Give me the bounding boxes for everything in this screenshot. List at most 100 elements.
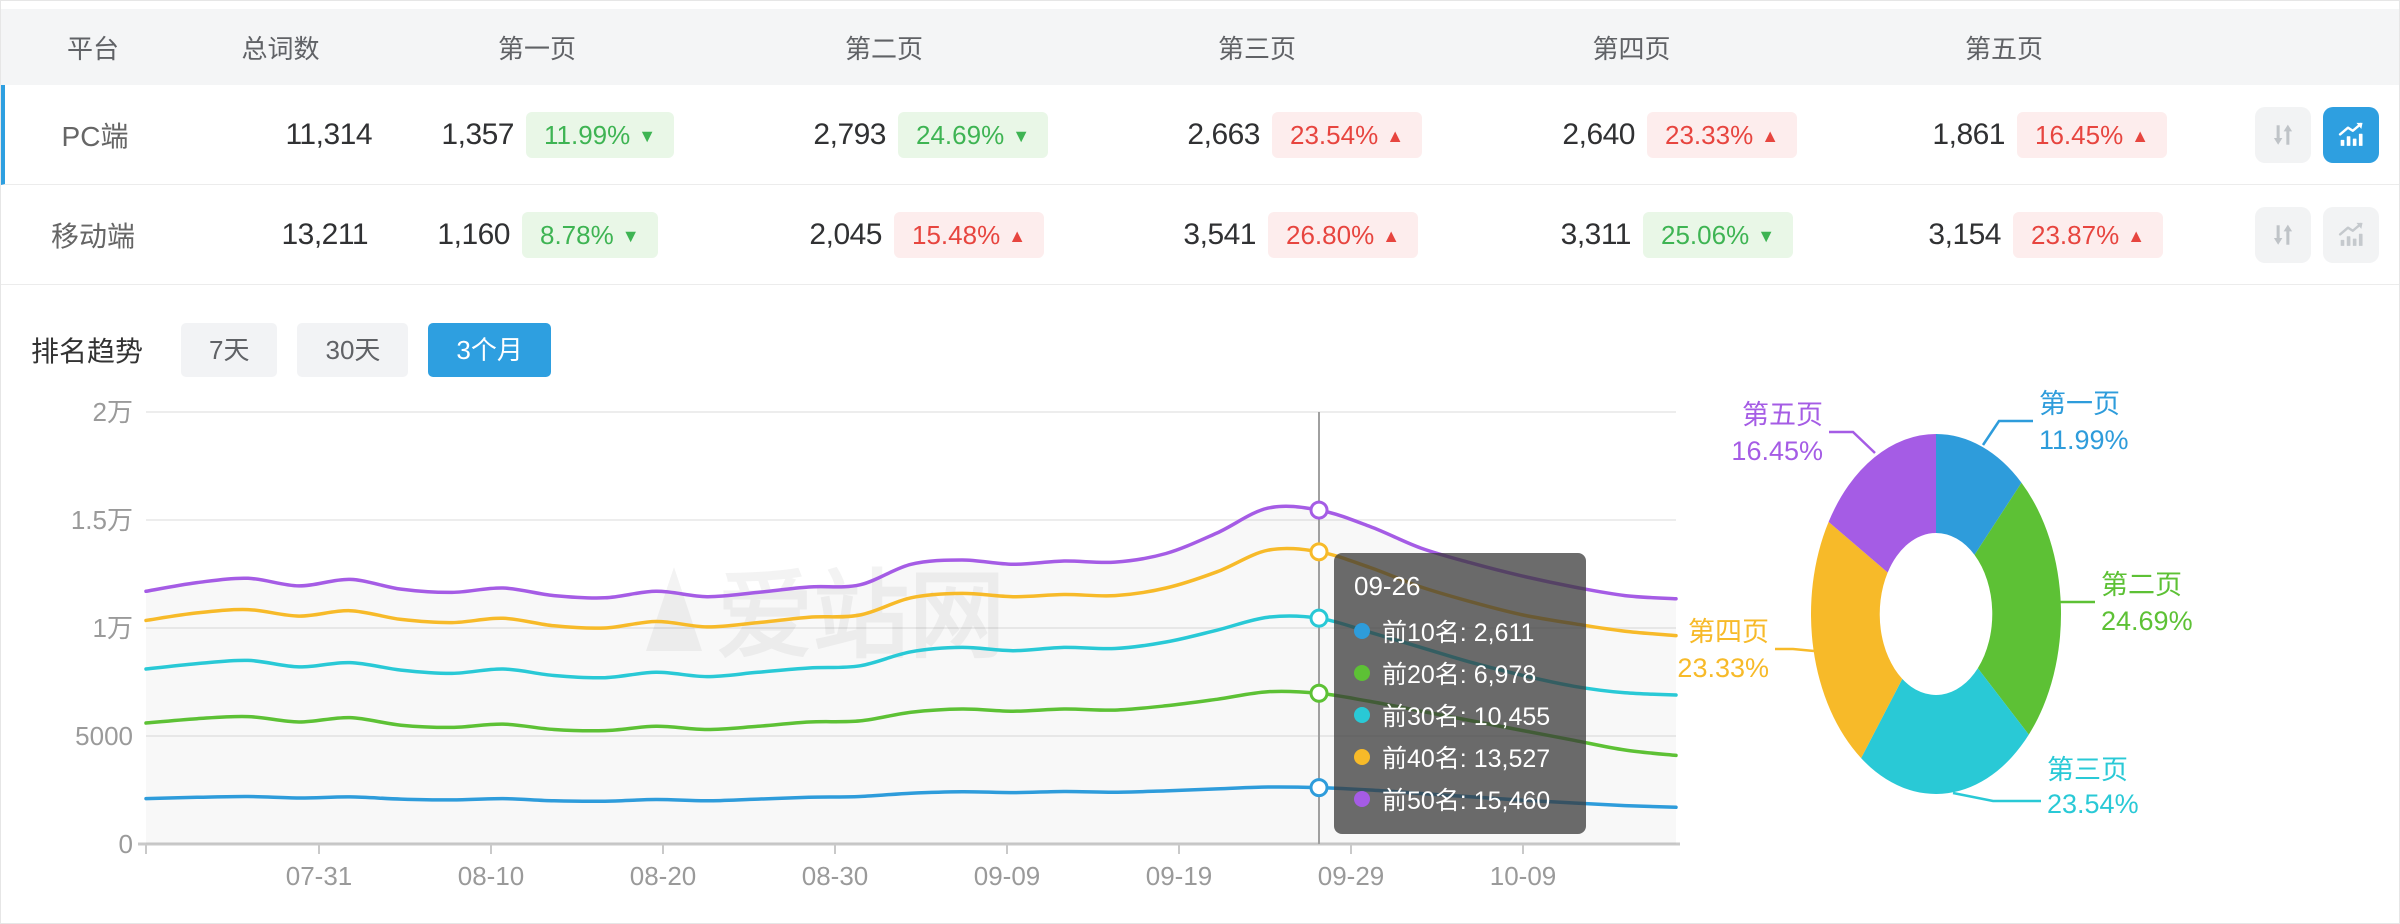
page1-change-cell: 8.78% ▼ [514, 211, 696, 258]
table-row-mobile[interactable]: 移动端 13,211 1,160 8.78% ▼ 2,045 15.48% ▲ 3,541 26.… [1, 185, 2399, 285]
trend-line-前50名[interactable] [144, 504, 1678, 601]
arrow-up-icon: ▲ [2127, 225, 2146, 246]
donut-label-name: 第一页 [2039, 389, 2120, 419]
column-header-2: 第一页 [497, 33, 576, 64]
column-header-3: 第二页 [844, 33, 923, 64]
column-header-6: 第五页 [1964, 33, 2043, 64]
page4-change-cell: 23.33% ▲ [1639, 111, 1821, 158]
range-tab-30天[interactable]: 30天 [297, 323, 409, 377]
x-axis-label: 09-29 [1318, 861, 1385, 891]
donut-slice-第一页[interactable] [1936, 434, 2022, 555]
donut-slice-第五页[interactable] [1828, 434, 1936, 573]
column-header-4: 第三页 [1217, 33, 1296, 64]
page2-change-badge: 15.48% ▲ [894, 211, 1045, 258]
page3-change-cell: 23.54% ▲ [1264, 111, 1446, 158]
arrow-up-icon: ▲ [1008, 225, 1027, 246]
trend-chart-icon [2338, 122, 2363, 146]
arrow-up-icon: ▲ [2131, 125, 2150, 146]
range-tab-7天[interactable]: 7天 [181, 323, 278, 377]
donut-label-pct: 23.33% [1677, 653, 1769, 683]
page2-count: 2,045 [809, 217, 882, 251]
trend-chart-icon [2338, 222, 2363, 246]
donut-label-pct: 23.54% [2047, 789, 2139, 819]
table-header: 平台 总词数 第一页 第二页 第三页 第四页 第五页 [1, 9, 2399, 86]
x-axis-label: 08-10 [458, 861, 525, 891]
page3-change-badge: 23.54% ▲ [1272, 111, 1423, 158]
y-axis-label: 2万 [93, 397, 133, 427]
page4-count: 2,640 [1562, 117, 1635, 151]
total-words-value: 13,211 [281, 217, 368, 251]
donut-label-line [1981, 419, 2033, 446]
row-actions [2191, 106, 2399, 163]
y-axis-label: 1.5万 [71, 505, 133, 535]
row-actions [2187, 206, 2399, 263]
donut-label-pct: 24.69% [2101, 606, 2193, 636]
donut-label-name: 第四页 [1688, 617, 1769, 647]
sort-button[interactable] [2255, 106, 2311, 163]
page2-change-cell: 24.69% ▼ [890, 111, 1072, 158]
page2-change-badge: 24.69% ▼ [898, 111, 1049, 158]
arrow-up-icon: ▲ [1386, 125, 1405, 146]
column-header-0: 平台 [66, 33, 119, 64]
trend-bar: 排名趋势 7天 30天 3个月 [31, 323, 571, 377]
x-axis-label: 10-09 [1490, 861, 1557, 891]
page3-count: 3,541 [1183, 217, 1256, 251]
sort-arrows-icon [2273, 224, 2293, 245]
page5-count: 1,861 [1932, 117, 2005, 151]
show-trend-button[interactable] [2323, 206, 2379, 263]
arrow-down-icon: ▼ [1757, 225, 1776, 246]
arrow-down-icon: ▼ [1012, 125, 1031, 146]
column-header-1: 总词数 [241, 33, 320, 64]
donut-label-line [1952, 791, 2041, 803]
watermark-logo-icon [646, 567, 702, 651]
hover-marker-前50名 [1309, 500, 1329, 520]
page2-count: 2,793 [813, 117, 886, 151]
show-trend-button[interactable] [2323, 106, 2379, 163]
x-axis-label: 08-30 [802, 861, 869, 891]
page5-change-badge: 16.45% ▲ [2017, 111, 2168, 158]
arrow-up-icon: ▲ [1382, 225, 1401, 246]
hover-marker-前40名 [1309, 542, 1329, 562]
hover-marker-前20名 [1309, 683, 1329, 703]
x-axis-label: 09-09 [974, 861, 1041, 891]
column-header-5: 第四页 [1592, 33, 1671, 64]
donut-slice-第二页[interactable] [1974, 482, 2062, 735]
hover-marker-前10名 [1309, 778, 1329, 798]
page2-change-cell: 15.48% ▲ [886, 211, 1068, 258]
y-axis-label: 0 [119, 829, 133, 859]
total-words-value: 11,314 [285, 117, 372, 151]
arrow-down-icon: ▼ [638, 125, 657, 146]
trend-title: 排名趋势 [31, 336, 144, 367]
y-axis-label: 5000 [75, 721, 133, 751]
donut-slice-第四页[interactable] [1811, 521, 1903, 759]
page1-change-badge: 11.99% ▼ [526, 111, 675, 158]
page1-change-cell: 11.99% ▼ [518, 111, 700, 158]
page5-change-badge: 23.87% ▲ [2013, 211, 2164, 258]
donut-label-line [1829, 430, 1876, 454]
table-row-pc[interactable]: PC端 11,314 1,357 11.99% ▼ 2,793 24.69% ▼ 2,663 23… [1, 85, 2399, 185]
sort-button[interactable] [2255, 206, 2311, 263]
donut-label-line [1775, 647, 1815, 653]
donut-slice-第三页[interactable] [1861, 668, 2029, 794]
range-tabs: 7天 30天 3个月 [181, 323, 571, 377]
donut-label-name: 第三页 [2047, 755, 2128, 785]
range-tab-3个月[interactable]: 3个月 [428, 323, 551, 377]
page5-count: 3,154 [1928, 217, 2001, 251]
page4-change-badge: 23.33% ▲ [1647, 111, 1798, 158]
donut-label-pct: 16.45% [1731, 436, 1823, 466]
page3-change-badge: 26.80% ▲ [1268, 211, 1419, 258]
x-axis-label: 07-31 [286, 861, 353, 891]
donut-label-name: 第二页 [2101, 570, 2182, 600]
donut-label-name: 第五页 [1742, 400, 1823, 430]
page5-change-cell: 16.45% ▲ [2009, 111, 2191, 158]
hover-marker-前30名 [1309, 608, 1329, 628]
page3-change-cell: 26.80% ▲ [1260, 211, 1442, 258]
page3-count: 2,663 [1187, 117, 1260, 151]
page4-change-badge: 25.06% ▼ [1643, 211, 1794, 258]
y-axis-label: 1万 [93, 613, 133, 643]
page5-change-cell: 23.87% ▲ [2005, 211, 2187, 258]
page1-count: 1,160 [437, 217, 510, 251]
page1-count: 1,357 [441, 117, 514, 151]
